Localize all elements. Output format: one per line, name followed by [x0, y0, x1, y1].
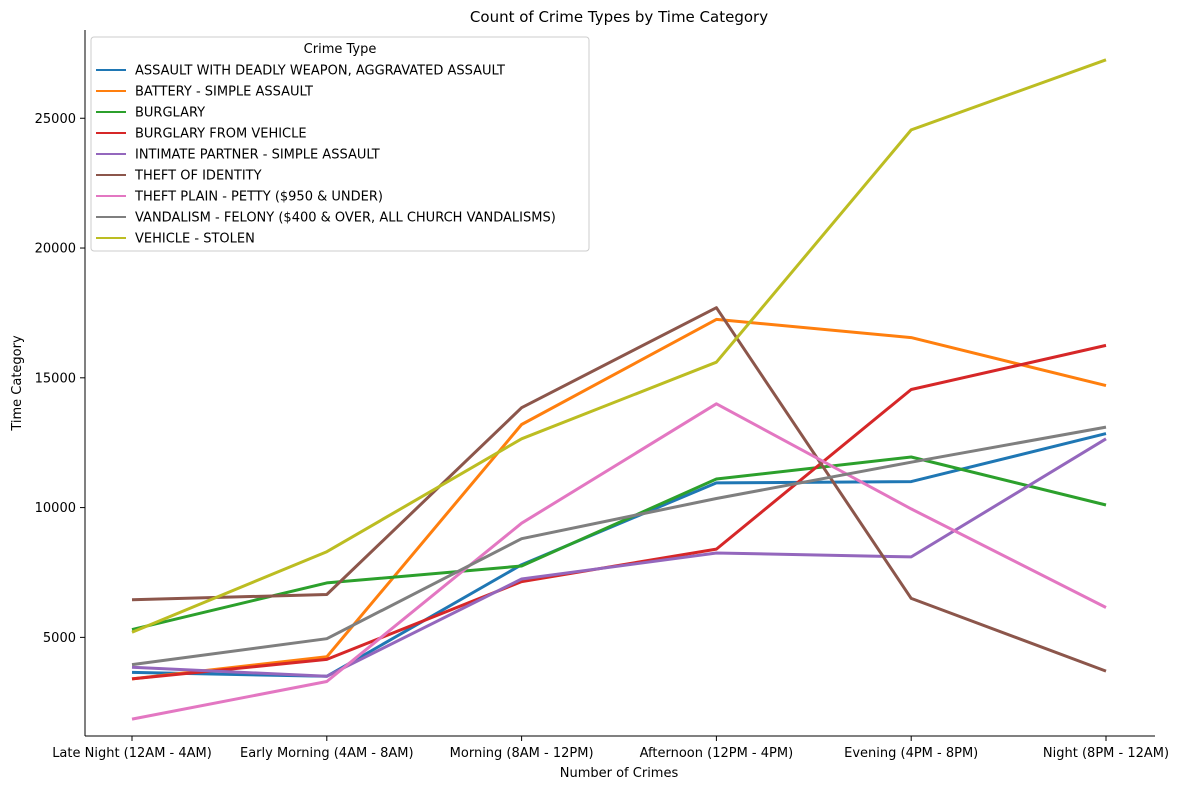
legend-label: THEFT OF IDENTITY: [134, 169, 262, 184]
legend-label: INTIMATE PARTNER - SIMPLE ASSAULT: [135, 148, 380, 163]
x-axis-label: Number of Crimes: [560, 766, 679, 781]
x-tick-label: Early Morning (4AM - 8AM): [240, 746, 414, 761]
x-tick-label: Late Night (12AM - 4AM): [52, 746, 212, 761]
x-tick-label: Afternoon (12PM - 4PM): [640, 746, 794, 761]
y-tick-label: 25000: [35, 112, 76, 127]
x-ticks: Late Night (12AM - 4AM) Early Morning (4A…: [52, 736, 1169, 761]
x-tick-label: Evening (4PM - 8PM): [844, 746, 978, 761]
y-tick-label: 20000: [35, 242, 76, 257]
legend-title: Crime Type: [304, 42, 377, 57]
x-tick-label: Morning (8AM - 12PM): [450, 746, 594, 761]
series-line-4: [131, 343, 1107, 681]
legend-label: BURGLARY FROM VEHICLE: [135, 127, 307, 142]
y-ticks: 5000 10000 15000 20000 25000: [35, 112, 85, 646]
y-tick-label: 15000: [35, 371, 76, 386]
axes: [84, 30, 1155, 737]
legend-box: [90, 36, 590, 252]
series-lines: [131, 58, 1107, 721]
legend-label: VEHICLE - STOLEN: [135, 232, 255, 247]
legend-items: ASSAULT WITH DEADLY WEAPON, AGGRAVATED A…: [96, 64, 556, 247]
chart-title: Count of Crime Types by Time Category: [470, 8, 768, 26]
legend-label: ASSAULT WITH DEADLY WEAPON, AGGRAVATED A…: [135, 64, 505, 79]
series-line-8: [131, 425, 1107, 667]
series-line-7: [131, 402, 1107, 721]
y-tick-label: 10000: [35, 501, 76, 516]
y-axis-label: Time Category: [10, 335, 25, 432]
legend-label: VANDALISM - FELONY ($400 & OVER, ALL CHU…: [135, 211, 556, 226]
series-line-9: [131, 58, 1107, 634]
series-line-3: [131, 455, 1107, 632]
legend-label: BATTERY - SIMPLE ASSAULT: [135, 85, 313, 100]
x-tick-label: Night (8PM - 12AM): [1043, 746, 1169, 761]
legend-label: THEFT PLAIN - PETTY ($950 & UNDER): [134, 190, 383, 205]
series-line-5: [131, 437, 1107, 678]
series-line-2: [131, 317, 1107, 681]
y-tick-label: 5000: [43, 631, 76, 646]
legend-label: BURGLARY: [135, 106, 205, 121]
series-line-6: [131, 306, 1107, 673]
legend: Crime Type ASSAULT WITH DEADLY WEAPON, A…: [90, 36, 590, 252]
